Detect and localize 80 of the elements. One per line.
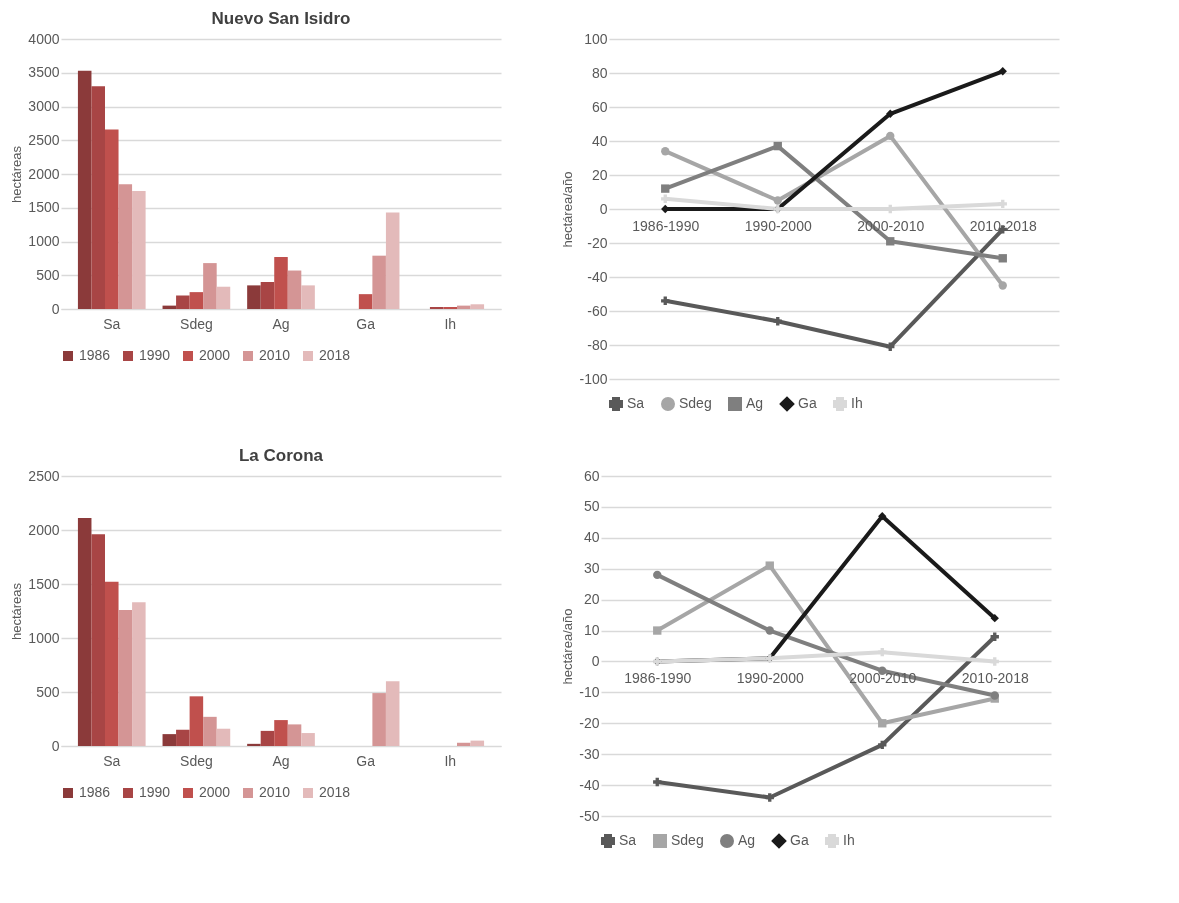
x-tick-label: Ag	[272, 315, 290, 332]
y-tick-label: 1500	[28, 199, 60, 216]
x-tick-label: 1990-2000	[744, 217, 812, 234]
y-tick-label: 0	[591, 652, 600, 669]
y-tick-label: 2000	[28, 521, 60, 538]
legend-label: 1990	[139, 784, 171, 800]
y-axis-title: hectárea/año	[560, 171, 576, 248]
chart-title: Nuevo San Isidro	[211, 9, 351, 28]
y-tick-label: 1500	[28, 575, 60, 592]
y-tick-label: 3500	[28, 64, 60, 81]
legend-label: 2000	[199, 784, 231, 800]
legend-label: 1986	[79, 347, 111, 363]
y-tick-label: 60	[591, 98, 608, 115]
y-tick-label: 80	[591, 64, 608, 81]
legend-label: 2018	[319, 784, 351, 800]
legend-label: Ga	[798, 395, 817, 411]
y-tick-label: -20	[587, 234, 608, 251]
y-tick-label: 20	[583, 591, 600, 608]
legend-label: Sdeg	[679, 395, 712, 411]
legend-label: 2000	[199, 347, 231, 363]
y-tick-label: -40	[579, 776, 600, 793]
y-axis-title: hectárea/año	[560, 608, 576, 685]
legend-label: Sa	[619, 832, 637, 848]
x-tick-label: 1986-1990	[624, 669, 692, 686]
y-tick-label: 60	[583, 467, 600, 484]
x-tick-label: 2010-2018	[961, 669, 1029, 686]
y-tick-label: 20	[591, 166, 608, 183]
legend-label: Sa	[627, 395, 645, 411]
x-tick-label: Ih	[444, 752, 457, 769]
x-tick-label: Sa	[103, 752, 121, 769]
legend-label: Ag	[738, 832, 756, 848]
legend-label: Ih	[851, 395, 863, 411]
x-tick-label: Sdeg	[180, 752, 213, 769]
y-tick-label: 2000	[28, 165, 60, 182]
y-tick-label: 10	[583, 622, 600, 639]
y-tick-label: 0	[51, 737, 60, 754]
x-tick-label: 1986-1990	[632, 217, 700, 234]
legend-label: 1990	[139, 347, 171, 363]
y-tick-label: 3000	[28, 98, 60, 114]
x-tick-label: Ih	[444, 315, 457, 332]
legend-label: Ga	[790, 832, 809, 848]
x-tick-label: 1990-2000	[736, 669, 804, 686]
y-tick-label: 40	[583, 529, 600, 546]
y-tick-label: 100	[584, 30, 608, 47]
y-tick-label: 1000	[28, 233, 60, 249]
y-tick-label: 30	[583, 560, 600, 577]
legend-label: Ag	[746, 395, 764, 411]
y-tick-label: -10	[579, 683, 600, 700]
y-tick-label: 4000	[28, 30, 60, 47]
y-tick-label: 500	[36, 266, 60, 283]
y-axis-title: hectáreas	[9, 582, 25, 641]
y-tick-label: -80	[587, 336, 608, 353]
y-tick-label: -30	[579, 745, 600, 762]
x-tick-label: Sdeg	[180, 315, 213, 332]
x-tick-label: Ga	[356, 315, 376, 332]
y-tick-label: -50	[579, 807, 600, 824]
legend-label: Sdeg	[671, 832, 704, 848]
y-tick-label: 0	[599, 200, 608, 217]
y-axis-title: hectáreas	[9, 145, 25, 204]
y-tick-label: -20	[579, 714, 600, 731]
chart-title: La Corona	[238, 446, 324, 465]
legend-label: Ih	[843, 832, 855, 848]
y-tick-label: 40	[591, 132, 608, 149]
x-tick-label: 2010-2018	[969, 217, 1037, 234]
y-tick-label: 2500	[28, 467, 60, 484]
y-tick-label: -60	[587, 302, 608, 319]
y-tick-label: -100	[579, 370, 608, 387]
legend-label: 2010	[259, 347, 291, 363]
y-tick-label: 0	[51, 300, 60, 317]
legend-label: 2010	[259, 784, 291, 800]
legend-label: 2018	[319, 347, 351, 363]
legend-label: 1986	[79, 784, 111, 800]
x-tick-label: Ag	[272, 752, 290, 769]
x-tick-label: Ga	[356, 752, 376, 769]
y-tick-label: 2500	[28, 131, 60, 148]
y-tick-label: -40	[587, 268, 608, 285]
y-tick-label: 1000	[28, 629, 60, 646]
x-tick-label: Sa	[103, 315, 121, 332]
y-tick-label: 500	[36, 683, 60, 700]
y-tick-label: 50	[583, 498, 600, 515]
